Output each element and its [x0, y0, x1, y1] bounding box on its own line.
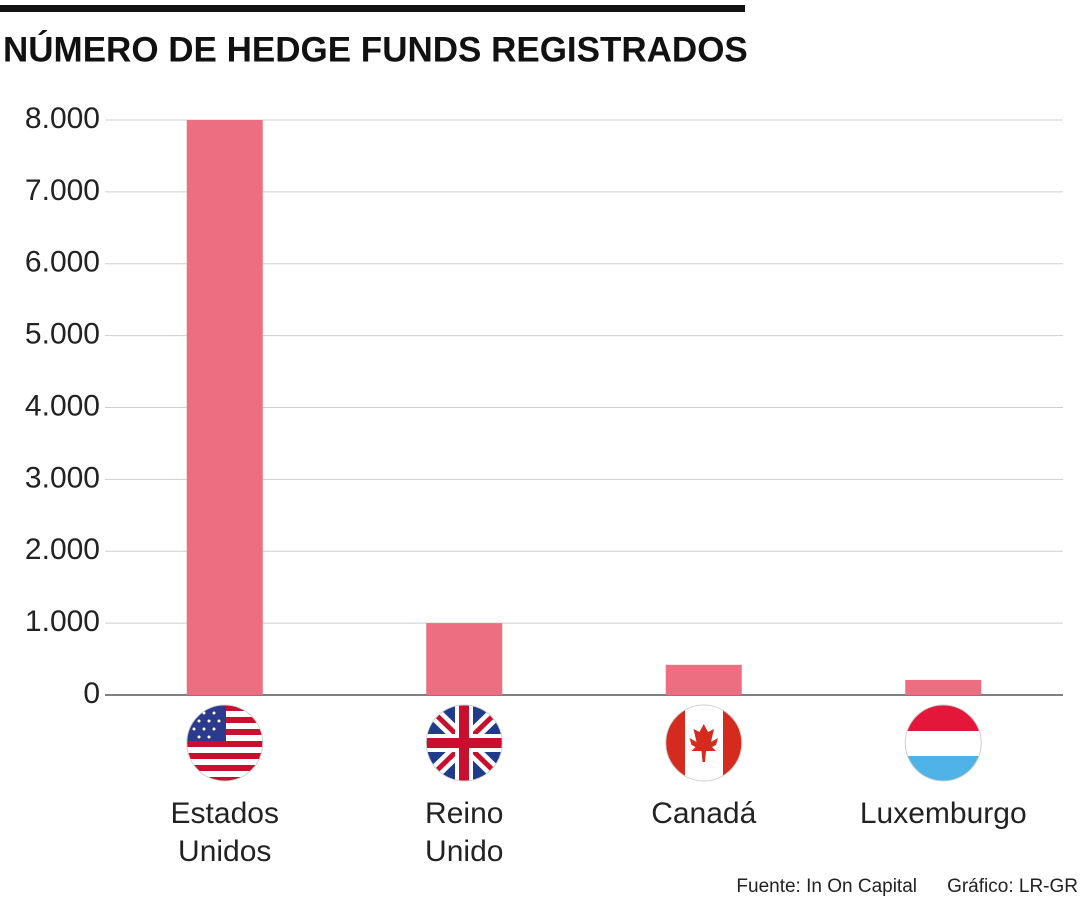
flag-uk [426, 705, 503, 781]
y-tick-label: 7.000 [25, 174, 100, 207]
x-tick-label: Luxemburgo [859, 797, 1027, 830]
y-tick-label: 6.000 [25, 246, 100, 279]
bar [426, 623, 503, 695]
y-tick-label: 4.000 [25, 389, 100, 422]
bar [665, 664, 742, 695]
x-tick-label: Canadá [651, 797, 757, 830]
y-tick-label: 8.000 [25, 102, 100, 135]
y-tick-label: 2.000 [25, 533, 100, 566]
title-rule [0, 5, 745, 12]
x-tick-label: Reino Unido [425, 797, 504, 868]
y-tick-label: 1.000 [25, 605, 100, 638]
y-tick-label: 0 [83, 677, 100, 710]
source: Fuente: In On Capital [736, 876, 917, 897]
y-tick-label: 5.000 [25, 318, 100, 351]
chart-title: NÚMERO DE HEDGE FUNDS REGISTRADOS [3, 29, 748, 69]
bar [186, 120, 263, 695]
bar [905, 679, 982, 695]
credit: Gráfico: LR-GR [947, 876, 1078, 897]
x-tick-label: Estados Unidos [170, 797, 279, 868]
flag-outlines [186, 704, 982, 782]
y-tick-label: 3.000 [25, 461, 100, 494]
